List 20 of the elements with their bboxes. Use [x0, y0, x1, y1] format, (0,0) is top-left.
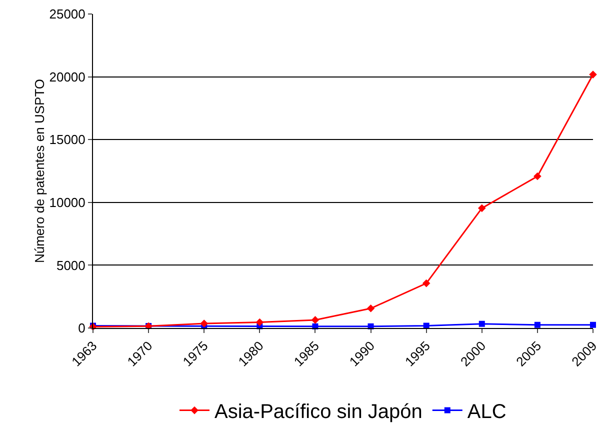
y-tick-label: 5000	[56, 258, 86, 273]
legend-label: Asia-Pacífico sin Japón	[214, 401, 422, 424]
point	[478, 320, 485, 327]
y-tick-label: 10000	[49, 194, 86, 210]
point	[589, 70, 597, 78]
point	[256, 318, 264, 326]
point	[366, 304, 375, 312]
y-tick-label: 0	[78, 320, 86, 336]
point	[478, 204, 486, 212]
y-tick-label: 15000	[49, 132, 86, 148]
y-tick-label: 25000	[49, 6, 86, 22]
y-tick-label: 20000	[49, 69, 86, 84]
point	[311, 316, 320, 324]
point	[422, 279, 430, 288]
point	[534, 172, 542, 180]
legend-label: ALC	[467, 401, 506, 424]
point	[200, 320, 208, 328]
point	[534, 322, 540, 328]
y-axis-title: Número de patentes en USPTO	[32, 78, 48, 264]
point	[590, 322, 596, 328]
